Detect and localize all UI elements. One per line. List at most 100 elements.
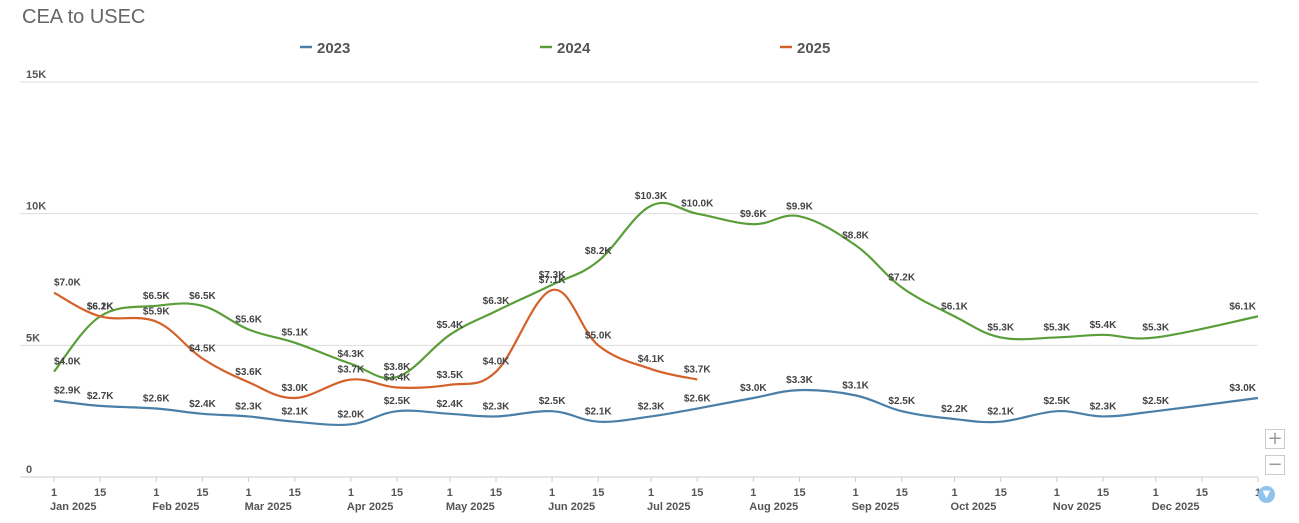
data-label: $5.4K — [436, 320, 463, 331]
data-label: $4.1K — [638, 354, 665, 365]
data-label: $2.5K — [1043, 396, 1070, 407]
data-label: $2.5K — [384, 396, 411, 407]
legend-item-2025[interactable]: 2025 — [780, 40, 830, 57]
legend-label: 2023 — [317, 40, 350, 57]
data-label: $3.1K — [842, 380, 869, 391]
data-label: $3.8K — [384, 362, 411, 373]
x-tick-month-label: Aug 2025 — [749, 501, 798, 513]
data-label: $2.3K — [1090, 401, 1117, 412]
data-label: $7.2K — [888, 272, 915, 283]
data-label: $3.0K — [740, 383, 767, 394]
y-tick-label: 10K — [26, 201, 46, 213]
x-tick-month-label: Sep 2025 — [852, 501, 900, 513]
data-label: $4.5K — [189, 344, 216, 355]
data-label: $3.6K — [235, 367, 262, 378]
data-label: $6.1K — [941, 301, 968, 312]
data-label: $4.3K — [338, 349, 365, 360]
data-label: $4.0K — [54, 357, 81, 368]
data-label: $3.3K — [786, 375, 813, 386]
data-label: $5.6K — [235, 315, 262, 326]
x-tick-month-label: Jan 2025 — [50, 501, 96, 513]
data-label: $9.6K — [740, 209, 767, 220]
y-tick-label: 0 — [26, 464, 32, 476]
data-label: $3.4K — [384, 372, 411, 383]
x-tick-label: 15 — [995, 487, 1007, 499]
data-label: $3.0K — [281, 383, 308, 394]
series-lines — [53, 201, 1259, 427]
x-tick-label: 15 — [1097, 487, 1109, 499]
x-tick-month-label: Mar 2025 — [245, 501, 292, 513]
x-tick-month-label: Jun 2025 — [548, 501, 595, 513]
legend-item-2023[interactable]: 2023 — [300, 40, 350, 57]
data-label: $2.2K — [941, 404, 968, 415]
data-label: $2.0K — [338, 409, 365, 420]
x-tick-month-label: Apr 2025 — [347, 501, 393, 513]
data-label: $7.1K — [539, 275, 566, 286]
x-tick-label: 1 — [447, 487, 453, 499]
data-label: $2.5K — [1142, 396, 1169, 407]
y-tick-label: 15K — [26, 69, 46, 81]
x-tick-label: 15 — [94, 487, 106, 499]
x-tick-label: 15 — [691, 487, 703, 499]
data-label: $2.3K — [483, 401, 510, 412]
legend-item-2024[interactable]: 2024 — [540, 40, 591, 57]
data-label: $10.0K — [681, 199, 714, 210]
series-line-2023 — [53, 388, 1259, 427]
x-tick-label: 15 — [592, 487, 604, 499]
data-label: $5.0K — [585, 330, 612, 341]
data-label: $6.2K — [87, 301, 114, 312]
series-line-2025 — [53, 288, 698, 400]
data-label: $2.7K — [87, 391, 114, 402]
x-tick-label: 15 — [490, 487, 502, 499]
data-label: $2.5K — [539, 396, 566, 407]
zoom-in-button[interactable]: + — [1265, 429, 1285, 449]
data-labels: $2.9K $2.7K $2.6K $2.4K $2.3K $2.1K $2.0K $2.5K… — [54, 191, 1257, 421]
x-tick-label: 1 — [1054, 487, 1060, 499]
x-tick-month-label: Jul 2025 — [647, 501, 690, 513]
data-label: $2.1K — [281, 407, 308, 418]
filter-icon[interactable]: ▼ — [1258, 486, 1275, 503]
x-tick-label: 15 — [391, 487, 403, 499]
data-label: $2.4K — [189, 399, 216, 410]
y-tick-label: 5K — [26, 332, 40, 344]
zoom-out-button[interactable]: − — [1265, 455, 1285, 475]
data-label: $8.8K — [842, 230, 869, 241]
data-label: $2.1K — [585, 407, 612, 418]
x-tick-month-label: Feb 2025 — [152, 501, 199, 513]
data-label: $6.1K — [87, 301, 114, 312]
data-label: $2.1K — [987, 407, 1014, 418]
y-axis: 0 5K 10K 15K — [26, 69, 46, 476]
data-label: $7.3K — [539, 270, 566, 281]
data-label: $5.1K — [281, 328, 308, 339]
data-label: $4.0K — [483, 357, 510, 368]
x-tick-label: 1 — [246, 487, 252, 499]
x-tick-label: 1 — [951, 487, 957, 499]
x-tick-label: 15 — [196, 487, 208, 499]
x-tick-label: 1 — [153, 487, 159, 499]
x-tick-month-label: Nov 2025 — [1053, 501, 1101, 513]
data-label: $5.3K — [1142, 322, 1169, 333]
data-label: $5.3K — [987, 322, 1014, 333]
data-label: $6.1K — [1229, 301, 1256, 312]
chart-title: CEA to USEC — [22, 6, 146, 28]
data-label: $6.3K — [483, 296, 510, 307]
data-label: $3.5K — [436, 370, 463, 381]
data-label: $3.0K — [1229, 383, 1256, 394]
x-tick-label: 15 — [896, 487, 908, 499]
data-label: $2.4K — [436, 399, 463, 410]
data-label: $3.7K — [338, 365, 365, 376]
data-label: $2.6K — [143, 394, 170, 405]
data-label: $2.9K — [54, 386, 81, 397]
x-tick-label: 1 — [648, 487, 654, 499]
x-tick-month-label: Dec 2025 — [1152, 501, 1200, 513]
legend[interactable]: 2023 2024 2025 — [300, 40, 830, 57]
x-tick-label: 15 — [793, 487, 805, 499]
x-tick-month-label: Oct 2025 — [951, 501, 997, 513]
x-axis: 1 Jan 2025 15 1 Feb 2025 15 1 Mar 2025 15 1 Apr 20… — [20, 476, 1261, 513]
data-label: $5.3K — [1043, 322, 1070, 333]
data-label: $5.9K — [143, 307, 170, 318]
x-tick-month-label: May 2025 — [446, 501, 495, 513]
data-label: $5.4K — [1090, 320, 1117, 331]
data-label: $6.5K — [143, 291, 170, 302]
